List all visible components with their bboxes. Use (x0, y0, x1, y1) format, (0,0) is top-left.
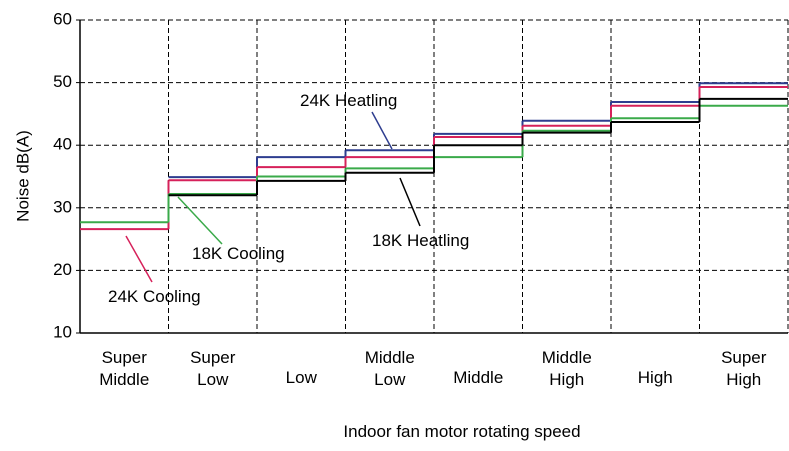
x-tick-label: Super Middle (99, 348, 149, 389)
label-leader (177, 196, 223, 245)
x-axis-label: Indoor fan motor rotating speed (343, 422, 580, 441)
legend-label: 24K Heatling (300, 91, 397, 110)
y-tick-label: 10 (53, 322, 72, 341)
x-tick-label: High (638, 368, 673, 387)
y-tick-label: 50 (53, 72, 72, 91)
x-tick-label: Middle High (542, 348, 592, 389)
y-tick-label: 20 (53, 260, 72, 279)
y-tick-label: 30 (53, 197, 72, 216)
y-tick-label: 60 (53, 9, 72, 28)
legend-label: 18K Cooling (192, 244, 285, 263)
x-tick-label: Low (286, 368, 318, 387)
y-tick-label: 40 (53, 135, 72, 154)
label-leader (125, 235, 153, 283)
x-tick-label: Super Low (190, 348, 236, 389)
x-tick-label: Middle (453, 368, 503, 387)
x-tick-label: Super High (721, 348, 767, 389)
x-tick-label: Middle Low (365, 348, 415, 389)
legend-label: 24K Cooling (108, 287, 201, 306)
label-leader (399, 177, 421, 227)
legend-label: 18K Heatling (372, 231, 469, 250)
label-leader (371, 111, 393, 150)
y-axis-label: Noise dB(A) (13, 130, 32, 222)
